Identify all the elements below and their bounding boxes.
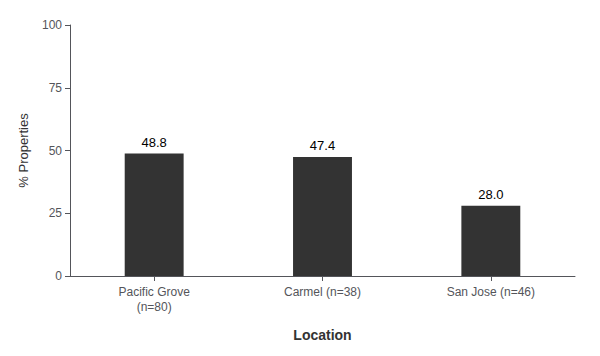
svg-text:% Properties: % Properties <box>16 113 31 188</box>
svg-text:100: 100 <box>42 18 62 32</box>
svg-text:75: 75 <box>49 81 63 95</box>
svg-text:Carmel (n=38): Carmel (n=38) <box>284 285 361 299</box>
svg-text:San Jose (n=46): San Jose (n=46) <box>447 285 535 299</box>
svg-text:48.8: 48.8 <box>142 135 167 150</box>
svg-text:47.4: 47.4 <box>310 138 335 153</box>
svg-text:50: 50 <box>49 144 63 158</box>
svg-text:0: 0 <box>55 269 62 283</box>
svg-text:Pacific Grove: Pacific Grove <box>118 285 190 299</box>
svg-text:(n=80): (n=80) <box>137 300 172 314</box>
svg-text:25: 25 <box>49 206 63 220</box>
svg-text:28.0: 28.0 <box>478 187 503 202</box>
svg-text:Location: Location <box>293 327 351 343</box>
